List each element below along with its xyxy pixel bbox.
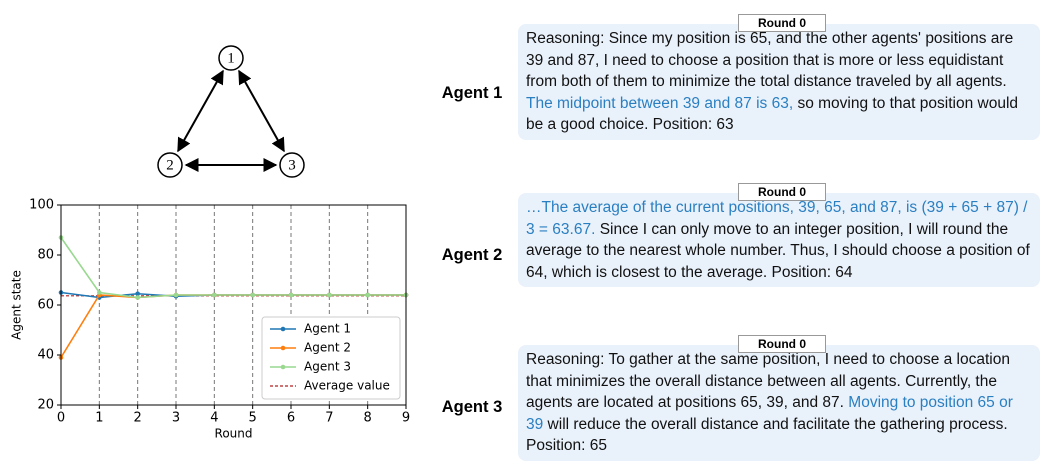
point — [173, 292, 179, 298]
reasoning-box: Reasoning: To gather at the same positio… — [518, 345, 1040, 461]
x-tick-label: 2 — [134, 411, 142, 426]
legend-box — [261, 316, 401, 400]
reasoning-text: The midpoint between 39 and 87 is 63, — [526, 94, 794, 112]
y-tick-label: 60 — [37, 298, 54, 313]
agent-label: Agent 1 — [441, 84, 503, 102]
point — [250, 292, 255, 298]
reasoning-text: Reasoning: To gather at the same positio… — [526, 351, 1010, 412]
legend-label: Agent 2 — [304, 341, 351, 355]
legend-marker — [280, 326, 286, 332]
y-tick-label: 80 — [37, 248, 54, 263]
node — [279, 152, 305, 178]
node — [157, 152, 183, 178]
y-tick-label: 100 — [29, 198, 54, 213]
node-label: 2 — [166, 157, 174, 173]
legend-marker — [280, 345, 286, 351]
edge — [238, 69, 285, 153]
reasoning-text: Since I can only move to an integer posi… — [526, 220, 1030, 281]
node-label: 3 — [288, 157, 296, 173]
point — [135, 295, 140, 300]
x-tick-label: 5 — [249, 411, 257, 426]
x-tick-label: 1 — [95, 411, 103, 426]
x-tick-label: 0 — [57, 411, 65, 426]
agent-label: Agent 2 — [441, 246, 503, 264]
reasoning-box: …The average of the current positions, 3… — [518, 193, 1040, 288]
legend-label: Agent 3 — [304, 360, 351, 374]
x-tick-label: 4 — [210, 411, 218, 426]
reasoning-text: Reasoning: Since my position is 65, and … — [526, 30, 1014, 91]
point — [135, 291, 140, 297]
plot-frame — [60, 204, 407, 406]
edge — [177, 69, 224, 153]
reasoning-text: Moving to position 65 or 39 — [526, 394, 1013, 433]
reasoning-box: Reasoning: Since my position is 65, and … — [518, 24, 1040, 140]
x-tick-label: 6 — [287, 411, 295, 426]
point — [212, 292, 217, 298]
x-tick-label: 9 — [402, 411, 410, 426]
nodes: 1 2 3 — [157, 45, 305, 178]
figure-left: 1 2 3 0 1 2 3 4 5 6 7 8 9 20 40 60 80 100 Round Agent stat… — [10, 45, 411, 441]
legend-label: Agent 1 — [304, 322, 351, 336]
x-tick-label: 8 — [364, 411, 372, 426]
round-label: Round 0 — [738, 14, 826, 32]
reasoning-text: will reduce the overall distance and fac… — [526, 415, 1008, 455]
reasoning-text: …The average of the current positions, 3… — [526, 199, 1028, 238]
chart: 0 1 2 3 4 5 6 7 8 9 20 40 60 80 100 Round Agent state Age… — [10, 198, 411, 441]
reasoning-text: so moving to that position would be a go… — [526, 94, 1019, 134]
y-tick-label: 20 — [37, 398, 54, 413]
x-axis-label: Round — [215, 427, 253, 441]
y-axis-label: Agent state — [10, 270, 24, 340]
x-tick-label: 3 — [172, 411, 180, 426]
legend-label: Average value — [304, 379, 390, 393]
node — [218, 45, 244, 71]
agent-label: Agent 3 — [441, 398, 503, 416]
point — [365, 292, 370, 298]
point — [288, 292, 294, 298]
point — [97, 290, 102, 295]
y-tick-label: 40 — [37, 348, 54, 363]
series-line — [60, 237, 406, 299]
round-label: Round 0 — [738, 335, 826, 353]
point — [327, 292, 332, 298]
round-label: Round 0 — [738, 183, 826, 201]
node-label: 1 — [227, 50, 235, 66]
x-tick-label: 7 — [325, 411, 333, 426]
legend-marker — [280, 364, 286, 370]
